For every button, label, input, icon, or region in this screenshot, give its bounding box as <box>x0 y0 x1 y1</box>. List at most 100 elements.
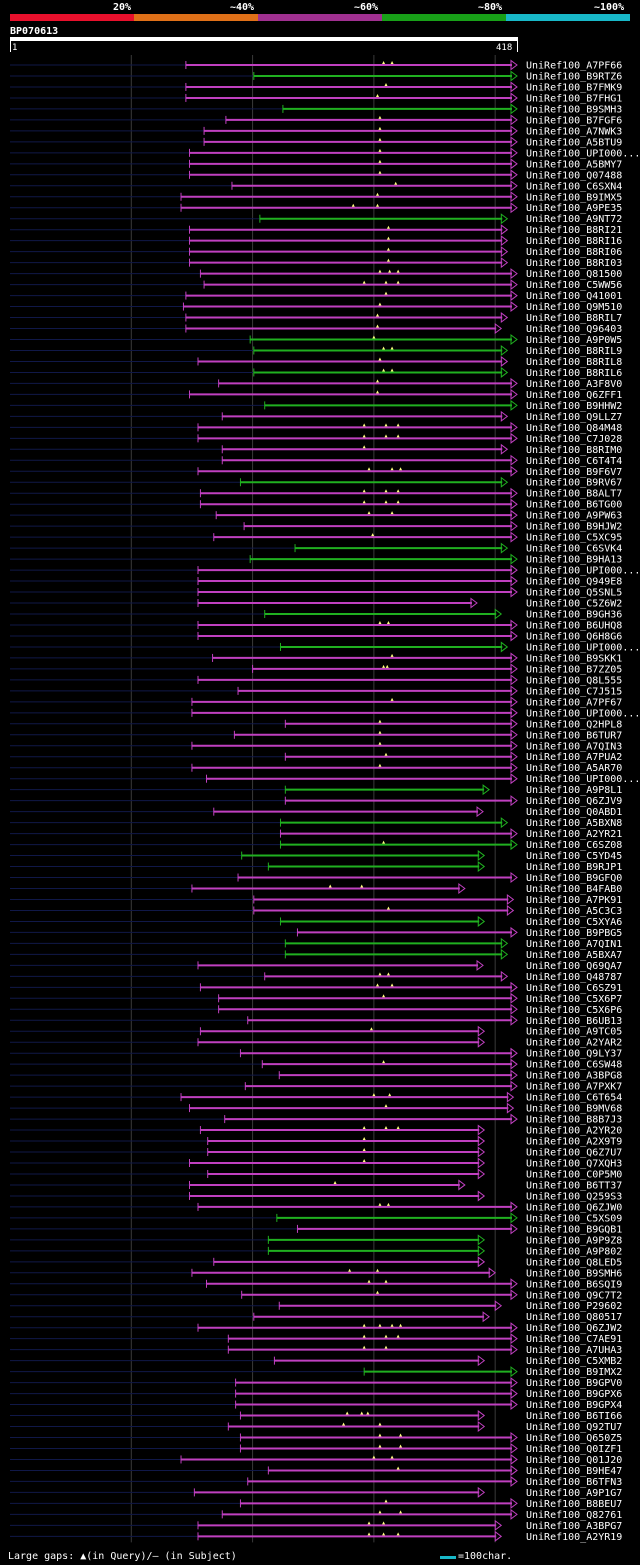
hit-arrowhead <box>500 410 509 422</box>
gap-marker <box>396 434 400 438</box>
hit-arrowhead <box>470 597 478 609</box>
gap-marker <box>376 313 380 317</box>
gap-marker <box>362 489 366 493</box>
hit-row: UniRef100_C6T4T4 <box>10 454 622 467</box>
gap-marker <box>362 1137 366 1141</box>
hit-label: UniRef100_A2YR20 <box>526 1126 622 1137</box>
hit-row: UniRef100_P29602 <box>10 1300 622 1312</box>
hit-row: UniRef100_Q9C7T2 <box>10 1289 622 1301</box>
hit-row: UniRef100_C5WW56 <box>10 279 622 291</box>
gap-marker <box>362 445 366 449</box>
hit-row: UniRef100_B9HA13 <box>10 553 622 566</box>
gap-marker <box>378 1323 382 1327</box>
hit-label: UniRef100_B6TI66 <box>526 1411 622 1422</box>
hit-arrowhead <box>510 81 518 93</box>
gap-marker <box>348 1268 352 1272</box>
hit-arrowhead <box>510 1212 518 1224</box>
gap-marker <box>366 1411 370 1415</box>
hit-label: UniRef100_C6SW48 <box>526 1060 622 1071</box>
hit-row: UniRef100_UPI000... <box>10 564 640 577</box>
hit-label: UniRef100_Q6Z7U7 <box>526 1148 622 1159</box>
hit-arrowhead <box>510 828 518 840</box>
hit-label: UniRef100_C5XS09 <box>526 1213 622 1224</box>
hit-arrowhead <box>477 1036 486 1048</box>
hit-row: UniRef100_Q6ZJV9 <box>10 795 622 807</box>
hit-row: UniRef100_UPI000... <box>10 773 640 785</box>
hit-label: UniRef100_Q80517 <box>526 1312 622 1323</box>
gap-marker <box>367 1279 371 1283</box>
hit-arrowhead <box>510 432 518 444</box>
hit-row: UniRef100_B9GPX6 <box>10 1388 622 1400</box>
hit-row: UniRef100_A9TC05 <box>10 1025 622 1038</box>
ruler-start-label: 1 <box>12 43 18 53</box>
hit-row: UniRef100_B8RIL7 <box>10 312 622 324</box>
hit-label: UniRef100_Q9C7T2 <box>526 1290 622 1301</box>
gap-marker <box>388 1093 392 1097</box>
hit-arrowhead <box>510 520 518 532</box>
hit-arrowhead <box>510 509 518 521</box>
hit-row: UniRef100_B8RIM0 <box>10 443 622 456</box>
hit-label: UniRef100_B9GFQ0 <box>526 873 622 884</box>
gap-marker <box>378 126 382 130</box>
hit-row: UniRef100_B9PBG5 <box>10 926 622 939</box>
grid-layer <box>130 55 496 1543</box>
legend-segment-20 <box>10 14 134 21</box>
gap-marker <box>384 82 388 86</box>
hit-row: UniRef100_C7AE91 <box>10 1333 622 1345</box>
hit-label: UniRef100_Q92TU7 <box>526 1422 622 1433</box>
gap-marker <box>360 884 364 888</box>
hit-arrowhead <box>510 663 518 675</box>
hit-arrowhead <box>510 1432 518 1443</box>
gap-marker <box>382 346 386 350</box>
hit-row: UniRef100_B6TFN3 <box>10 1475 622 1488</box>
hit-arrowhead <box>510 1113 518 1125</box>
hit-arrowhead <box>510 762 518 774</box>
hit-label: UniRef100_B8RIL8 <box>526 357 622 368</box>
gap-marker <box>362 1159 366 1162</box>
identity-color-legend <box>10 14 630 21</box>
hit-row: UniRef100_A5C3C3 <box>10 904 622 917</box>
hit-arrowhead <box>510 751 518 763</box>
hit-row: UniRef100_A9P9Z8 <box>10 1234 622 1246</box>
hit-row: UniRef100_B6UB13 <box>10 1014 622 1027</box>
hit-arrowhead <box>476 959 484 971</box>
gap-marker <box>399 1444 403 1448</box>
hit-arrowhead <box>477 1355 486 1367</box>
gap-marker <box>390 1455 394 1459</box>
gap-marker <box>384 500 388 504</box>
gap-marker <box>386 972 390 976</box>
hit-label: UniRef100_C7AE91 <box>526 1334 622 1345</box>
hit-label: UniRef100_B9GH36 <box>526 610 622 621</box>
hit-arrowhead <box>477 1157 486 1169</box>
hit-row: UniRef100_B9GH36 <box>10 608 622 621</box>
hit-arrowhead <box>477 915 486 927</box>
hit-label: UniRef100_A5BMY7 <box>526 159 622 170</box>
gap-marker <box>378 302 382 306</box>
hit-row: UniRef100_Q80517 <box>10 1311 622 1323</box>
hit-row: UniRef100_B9GPX4 <box>10 1399 622 1411</box>
hit-label: UniRef100_P29602 <box>526 1301 622 1312</box>
gap-marker <box>385 664 389 668</box>
gap-marker <box>345 1411 349 1415</box>
hit-row: UniRef100_A9PE35 <box>10 202 622 214</box>
gap-marker <box>384 280 388 284</box>
gap-marker <box>390 368 394 372</box>
hit-label: UniRef100_B6UHQ8 <box>526 620 622 631</box>
hit-arrowhead <box>510 674 518 686</box>
hit-row: UniRef100_A5BMY7 <box>10 158 622 170</box>
gap-marker <box>362 423 366 427</box>
hit-row: UniRef100_A9P1G7 <box>10 1486 622 1499</box>
hit-arrowhead <box>510 1344 518 1356</box>
hit-row: UniRef100_B9F6V7 <box>10 465 622 478</box>
hit-arrowhead <box>500 344 509 356</box>
hit-row: UniRef100_B4FAB0 <box>10 883 622 895</box>
hit-label: UniRef100_Q84M48 <box>526 423 622 434</box>
gap-marker <box>399 1433 403 1437</box>
hit-label: UniRef100_B9SKK1 <box>526 653 622 664</box>
hit-row: UniRef100_B8RI06 <box>10 246 622 258</box>
hits-layer: UniRef100_A7PF66UniRef100_B9RTZ6UniRef10… <box>10 59 640 1543</box>
hit-label: UniRef100_Q7XQH3 <box>526 1159 622 1170</box>
hit-row: UniRef100_B9SKK1 <box>10 652 622 664</box>
gap-marker <box>388 269 392 273</box>
hit-label: UniRef100_Q01J20 <box>526 1455 622 1466</box>
